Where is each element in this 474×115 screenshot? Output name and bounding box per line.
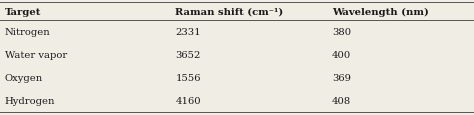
Text: 1556: 1556 [175, 73, 201, 82]
Text: Wavelength (nm): Wavelength (nm) [332, 8, 428, 17]
Text: 408: 408 [332, 96, 351, 105]
Text: Target: Target [5, 8, 41, 17]
Text: 400: 400 [332, 50, 351, 59]
Text: 369: 369 [332, 73, 351, 82]
Text: Raman shift (cm⁻¹): Raman shift (cm⁻¹) [175, 8, 283, 17]
Text: Hydrogen: Hydrogen [5, 96, 55, 105]
Text: 3652: 3652 [175, 50, 201, 59]
Text: Oxygen: Oxygen [5, 73, 43, 82]
Text: 4160: 4160 [175, 96, 201, 105]
Text: 2331: 2331 [175, 28, 201, 37]
Text: 380: 380 [332, 28, 351, 37]
Text: Nitrogen: Nitrogen [5, 28, 51, 37]
Text: Water vapor: Water vapor [5, 50, 67, 59]
